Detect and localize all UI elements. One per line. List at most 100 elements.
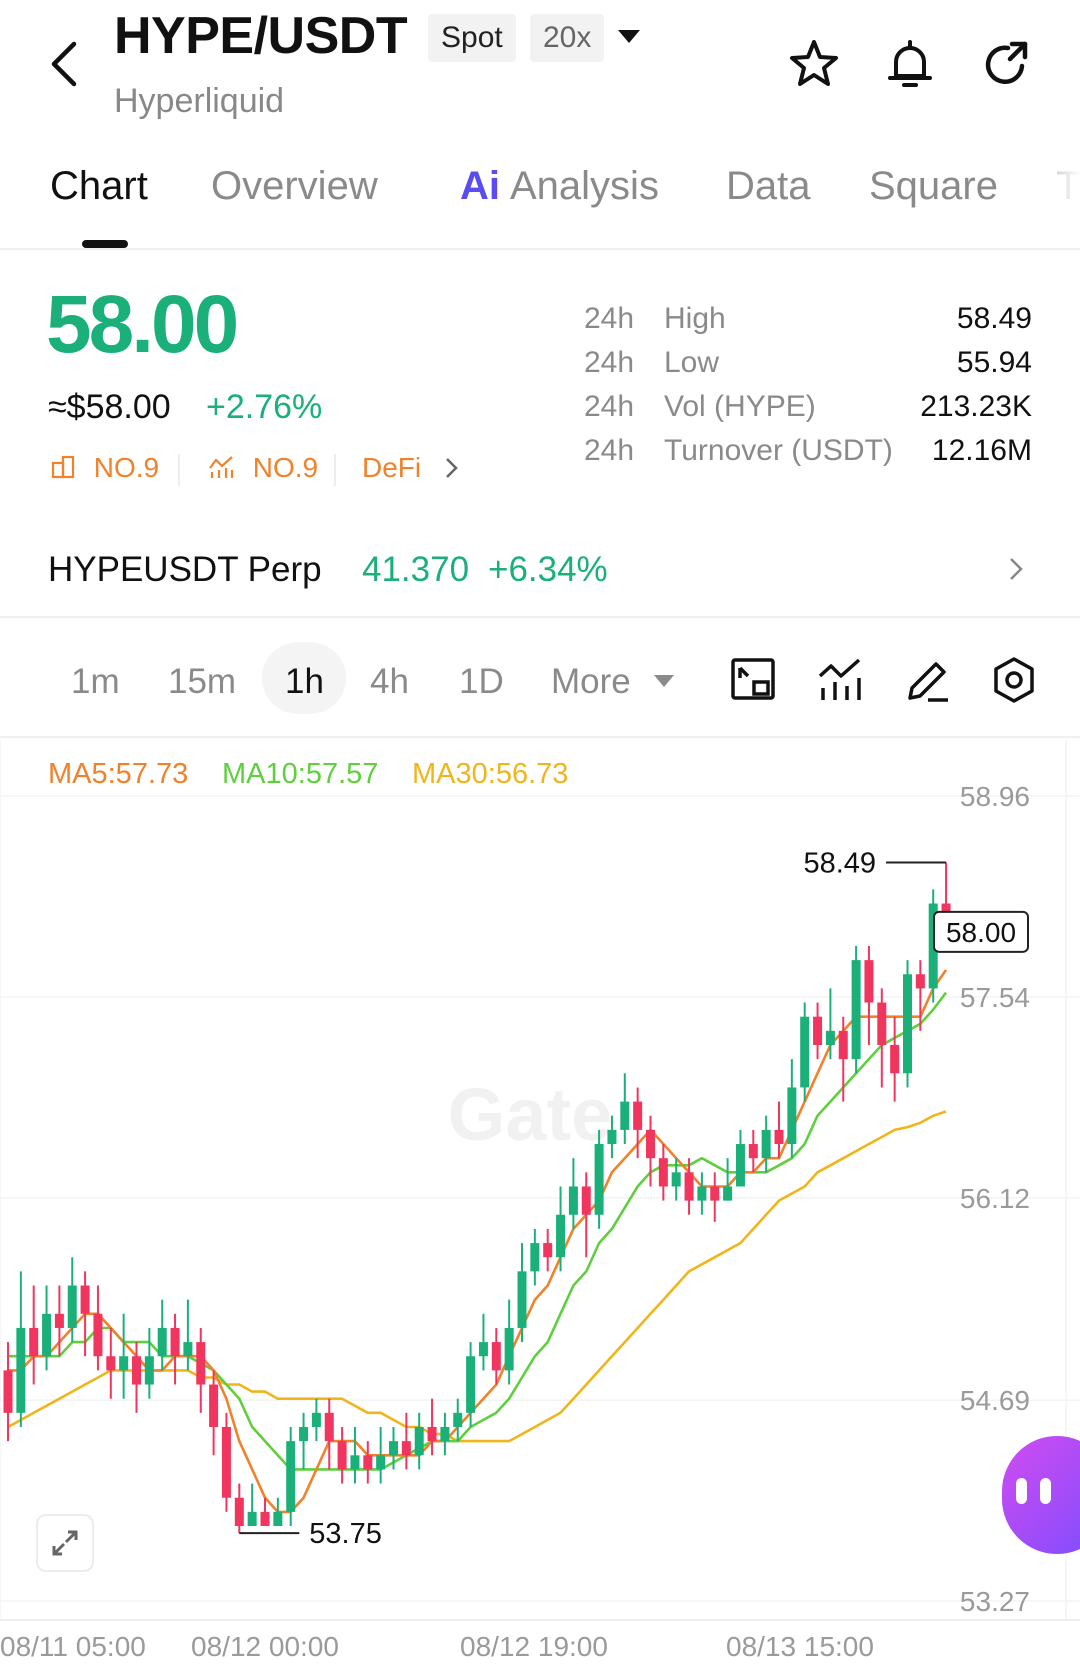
candle-up bbox=[517, 1271, 527, 1328]
candle-up bbox=[556, 1214, 566, 1258]
bell-icon bbox=[888, 40, 932, 87]
candle-up bbox=[414, 1426, 424, 1456]
tabs-fade-overlay bbox=[1040, 130, 1080, 240]
candle-up bbox=[376, 1455, 386, 1470]
candle-up bbox=[723, 1186, 733, 1201]
candle-down bbox=[80, 1285, 90, 1314]
tab-chart[interactable]: Chart bbox=[50, 164, 148, 208]
active-tab-indicator bbox=[82, 240, 128, 248]
favorite-button[interactable] bbox=[786, 36, 842, 92]
assistant-eye-icon bbox=[1040, 1478, 1051, 1504]
chart-type-icon bbox=[731, 658, 775, 700]
leverage-badge[interactable]: 20x bbox=[530, 14, 605, 62]
candle-down bbox=[838, 1030, 848, 1060]
candle-up bbox=[119, 1356, 129, 1371]
candle-down bbox=[324, 1412, 334, 1442]
chart-settings-button[interactable] bbox=[988, 654, 1040, 706]
candle-up bbox=[530, 1243, 540, 1272]
chart-type-button[interactable] bbox=[728, 654, 780, 706]
candle-down bbox=[363, 1455, 373, 1470]
category-link[interactable]: DeFi bbox=[362, 452, 461, 484]
market-cap-rank[interactable]: NO.9 bbox=[50, 452, 159, 484]
perp-price: 41.370 bbox=[362, 550, 470, 589]
perp-row[interactable]: HYPEUSDT Perp 41.370 +6.34% bbox=[0, 516, 1080, 616]
candle-up bbox=[697, 1186, 707, 1201]
tab-analysis[interactable]: Ai Analysis bbox=[460, 164, 659, 209]
candle-up bbox=[350, 1455, 360, 1470]
chart-top-divider bbox=[0, 736, 1080, 738]
candle-up bbox=[787, 1087, 797, 1145]
perp-change: +6.34% bbox=[488, 550, 608, 589]
candle-down bbox=[813, 1016, 823, 1045]
last-price-label: 58.00 bbox=[946, 917, 1016, 948]
interval-4h[interactable]: 4h bbox=[370, 662, 409, 701]
candle-down bbox=[401, 1441, 411, 1456]
draw-button[interactable] bbox=[902, 654, 954, 706]
volume-rank-label: NO.9 bbox=[252, 452, 319, 483]
share-button[interactable] bbox=[978, 36, 1034, 92]
candle-down bbox=[877, 1002, 887, 1045]
pair-dropdown-caret-icon[interactable] bbox=[618, 30, 640, 43]
ai-badge-icon: Ai bbox=[460, 164, 500, 208]
ma30-line bbox=[7, 1110, 947, 1443]
candle-down bbox=[633, 1101, 643, 1130]
ai-assistant-button[interactable] bbox=[1002, 1436, 1080, 1554]
candle-up bbox=[735, 1144, 745, 1187]
x-axis-tick-label: 08/12 00:00 bbox=[191, 1631, 339, 1662]
usd-price: ≈$58.00 bbox=[48, 388, 171, 426]
candle-down bbox=[170, 1327, 180, 1357]
interval-1d[interactable]: 1D bbox=[459, 662, 504, 701]
candle-up bbox=[620, 1101, 630, 1130]
last-price-box bbox=[933, 910, 1029, 953]
interval-1h[interactable]: 1h bbox=[285, 662, 324, 701]
candle-down bbox=[710, 1186, 720, 1201]
volume-rank[interactable]: NO.9 bbox=[207, 452, 318, 484]
candle-down bbox=[774, 1129, 784, 1145]
active-interval-pill bbox=[262, 642, 346, 714]
pencil-icon bbox=[908, 662, 948, 702]
stat-label-low: Low bbox=[664, 346, 720, 379]
candle-up bbox=[825, 1030, 835, 1045]
candle-down bbox=[658, 1158, 668, 1187]
candle-up bbox=[299, 1426, 309, 1442]
interval-15m[interactable]: 15m bbox=[168, 662, 237, 701]
candle-up bbox=[286, 1441, 296, 1512]
tab-overview[interactable]: Overview bbox=[211, 164, 378, 208]
x-axis-tick-label: 08/12 19:00 bbox=[460, 1631, 608, 1662]
candle-up bbox=[504, 1327, 514, 1371]
market-cap-rank-label: NO.9 bbox=[93, 452, 160, 483]
rank-separator bbox=[334, 454, 336, 486]
fullscreen-button[interactable] bbox=[36, 1514, 94, 1572]
candle-up bbox=[144, 1356, 154, 1385]
y-axis-tick-label: 57.54 bbox=[960, 982, 1030, 1013]
y-axis-tick-label: 58.96 bbox=[960, 781, 1030, 812]
candlestick-chart[interactable]: 58.96 57.54 56.12 54.69 53.27 Gate 08/11 05:00… bbox=[0, 740, 1080, 1674]
candle-down bbox=[890, 1044, 900, 1074]
stat-period: 24h bbox=[584, 346, 635, 379]
alert-button[interactable] bbox=[882, 36, 938, 92]
candle-up bbox=[851, 960, 861, 1060]
indicators-button[interactable] bbox=[815, 654, 867, 706]
candle-down bbox=[29, 1327, 39, 1357]
candle-down bbox=[221, 1426, 231, 1498]
tab-analysis-label: Analysis bbox=[510, 164, 659, 208]
candle-down bbox=[196, 1342, 206, 1385]
chevron-right-icon bbox=[446, 458, 458, 478]
interval-more[interactable]: More bbox=[551, 662, 675, 702]
candle-down bbox=[748, 1144, 758, 1159]
candle-down bbox=[260, 1511, 270, 1527]
candle-up bbox=[453, 1412, 463, 1427]
perp-divider bbox=[0, 616, 1080, 618]
candle-up bbox=[67, 1285, 77, 1328]
candle-up bbox=[466, 1356, 476, 1413]
candle-up bbox=[568, 1186, 578, 1215]
stat-value-turnover: 12.16M bbox=[931, 434, 1032, 467]
stat-period: 24h bbox=[584, 390, 635, 423]
interval-1m[interactable]: 1m bbox=[71, 662, 120, 701]
tab-data[interactable]: Data bbox=[726, 164, 811, 208]
tab-square[interactable]: Square bbox=[869, 164, 998, 208]
candle-down bbox=[337, 1441, 347, 1470]
candle-down bbox=[684, 1172, 694, 1201]
back-button[interactable] bbox=[44, 38, 88, 90]
candle-up bbox=[671, 1172, 681, 1187]
